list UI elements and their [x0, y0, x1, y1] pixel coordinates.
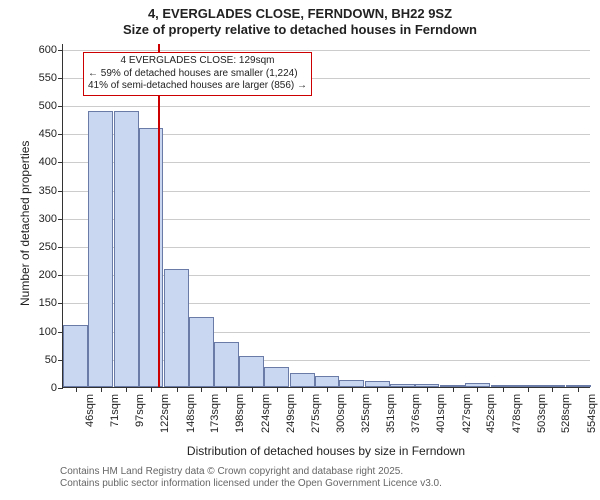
ytick-label: 500 — [39, 100, 63, 112]
xtick-mark — [151, 387, 152, 392]
ytick-label: 450 — [39, 128, 63, 140]
x-axis-label: Distribution of detached houses by size … — [62, 444, 590, 458]
xtick-mark — [552, 387, 553, 392]
xtick-label: 478sqm — [511, 394, 523, 433]
gridline — [63, 106, 590, 107]
xtick-mark — [177, 387, 178, 392]
ytick-label: 200 — [39, 269, 63, 281]
histogram-bar — [264, 367, 289, 387]
ytick-label: 300 — [39, 213, 63, 225]
ytick-label: 150 — [39, 297, 63, 309]
xtick-mark — [578, 387, 579, 392]
histogram-bar — [189, 317, 214, 387]
xtick-mark — [126, 387, 127, 392]
xtick-mark — [503, 387, 504, 392]
xtick-label: 503sqm — [536, 394, 548, 433]
histogram-bar — [239, 356, 264, 387]
histogram-bar — [315, 376, 340, 387]
xtick-label: 198sqm — [234, 394, 246, 433]
xtick-label: 528sqm — [560, 394, 572, 433]
xtick-label: 401sqm — [435, 394, 447, 433]
xtick-label: 224sqm — [260, 394, 272, 433]
xtick-mark — [226, 387, 227, 392]
xtick-label: 249sqm — [285, 394, 297, 433]
histogram-bar — [164, 269, 189, 387]
xtick-label: 148sqm — [185, 394, 197, 433]
xtick-mark — [477, 387, 478, 392]
histogram-bar — [63, 325, 88, 387]
histogram-bar — [339, 380, 364, 387]
chart-container: { "title_line1": "4, EVERGLADES CLOSE, F… — [0, 0, 600, 500]
xtick-label: 376sqm — [410, 394, 422, 433]
xtick-label: 554sqm — [586, 394, 598, 433]
xtick-mark — [402, 387, 403, 392]
xtick-mark — [528, 387, 529, 392]
plot-area: 05010015020025030035040045050055060046sq… — [62, 44, 590, 388]
ytick-label: 550 — [39, 72, 63, 84]
chart-title-line1: 4, EVERGLADES CLOSE, FERNDOWN, BH22 9SZ — [0, 6, 600, 21]
xtick-mark — [327, 387, 328, 392]
xtick-mark — [277, 387, 278, 392]
annotation-line: ← 59% of detached houses are smaller (1,… — [88, 68, 307, 81]
xtick-label: 452sqm — [485, 394, 497, 433]
annotation-line: 41% of semi-detached houses are larger (… — [88, 80, 307, 93]
xtick-label: 351sqm — [385, 394, 397, 433]
xtick-label: 71sqm — [109, 394, 121, 427]
xtick-mark — [302, 387, 303, 392]
xtick-label: 46sqm — [84, 394, 96, 427]
ytick-label: 350 — [39, 185, 63, 197]
xtick-label: 427sqm — [461, 394, 473, 433]
ytick-label: 250 — [39, 241, 63, 253]
xtick-label: 300sqm — [335, 394, 347, 433]
ytick-label: 50 — [45, 354, 63, 366]
histogram-bar — [290, 373, 315, 387]
ytick-label: 600 — [39, 44, 63, 56]
xtick-mark — [352, 387, 353, 392]
ytick-label: 0 — [51, 382, 63, 394]
xtick-label: 173sqm — [209, 394, 221, 433]
xtick-label: 325sqm — [360, 394, 372, 433]
histogram-bar — [88, 111, 113, 387]
xtick-label: 122sqm — [159, 394, 171, 433]
xtick-mark — [101, 387, 102, 392]
xtick-mark — [201, 387, 202, 392]
xtick-mark — [427, 387, 428, 392]
gridline — [63, 50, 590, 51]
xtick-mark — [76, 387, 77, 392]
annotation-box: 4 EVERGLADES CLOSE: 129sqm← 59% of detac… — [83, 52, 312, 96]
xtick-mark — [377, 387, 378, 392]
chart-title-line2: Size of property relative to detached ho… — [0, 22, 600, 37]
footnote-licence: Contains public sector information licen… — [60, 478, 442, 489]
ytick-label: 400 — [39, 156, 63, 168]
xtick-mark — [252, 387, 253, 392]
histogram-bar — [214, 342, 239, 387]
xtick-label: 275sqm — [310, 394, 322, 433]
ytick-label: 100 — [39, 326, 63, 338]
xtick-label: 97sqm — [134, 394, 146, 427]
xtick-mark — [453, 387, 454, 392]
annotation-line: 4 EVERGLADES CLOSE: 129sqm — [88, 55, 307, 68]
footnote-copyright: Contains HM Land Registry data © Crown c… — [60, 466, 403, 477]
y-axis-label: Number of detached properties — [18, 141, 32, 306]
histogram-bar — [114, 111, 139, 387]
